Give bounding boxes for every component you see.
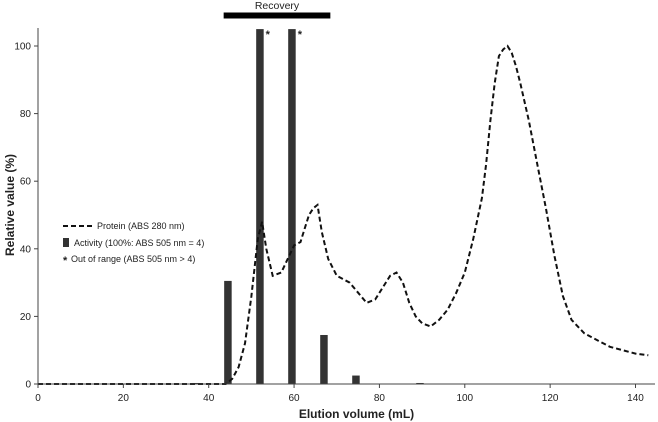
legend: Protein (ABS 280 nm) Activity (100%: ABS…	[63, 221, 204, 267]
x-tick-label: 100	[456, 393, 473, 404]
y-tick-label: 20	[20, 312, 32, 323]
y-tick-label: 80	[20, 109, 32, 120]
recovery-bar	[223, 12, 331, 19]
recovery-label: Recovery	[255, 0, 300, 12]
y-tick-label: 100	[14, 42, 31, 53]
activity-bars	[192, 29, 424, 384]
y-tick-label: 60	[20, 177, 32, 188]
x-tick-label: 40	[203, 393, 215, 404]
x-tick-label: 80	[374, 393, 386, 404]
out-of-range-asterisk: *	[298, 29, 303, 41]
legend-out-of-range-label: Out of range (ABS 505 nm > 4)	[71, 254, 195, 264]
axes	[37, 28, 655, 385]
x-axis-ticks: 0 20 40 60 80 100 120 140	[35, 384, 644, 404]
out-of-range-asterisk: *	[266, 29, 271, 41]
out-of-range-markers: * *	[266, 29, 303, 41]
legend-activity-label: Activity (100%: ABS 505 nm = 4)	[74, 238, 204, 248]
recovery-indicator: Recovery	[223, 0, 331, 19]
activity-bar	[352, 375, 360, 384]
activity-bar	[224, 280, 232, 384]
legend-protein-label: Protein (ABS 280 nm)	[97, 221, 185, 231]
legend-asterisk-marker: *	[63, 255, 68, 267]
activity-bar	[416, 382, 424, 384]
protein-series-line	[38, 44, 649, 385]
y-tick-label: 40	[20, 244, 32, 255]
x-tick-label: 20	[118, 393, 130, 404]
legend-activity-marker	[63, 238, 69, 247]
activity-bar	[192, 382, 200, 384]
y-axis-title: Relative value (%)	[3, 154, 17, 256]
activity-bar	[256, 29, 264, 384]
activity-bar	[288, 29, 296, 384]
x-axis-title: Elution volume (mL)	[299, 407, 414, 421]
x-tick-label: 0	[35, 393, 41, 404]
x-tick-label: 60	[289, 393, 301, 404]
x-tick-label: 140	[627, 393, 644, 404]
y-tick-label: 0	[25, 380, 31, 391]
x-tick-label: 120	[542, 393, 559, 404]
y-axis-ticks: 0 20 40 60 80 100	[14, 42, 38, 391]
activity-bar	[320, 334, 328, 384]
